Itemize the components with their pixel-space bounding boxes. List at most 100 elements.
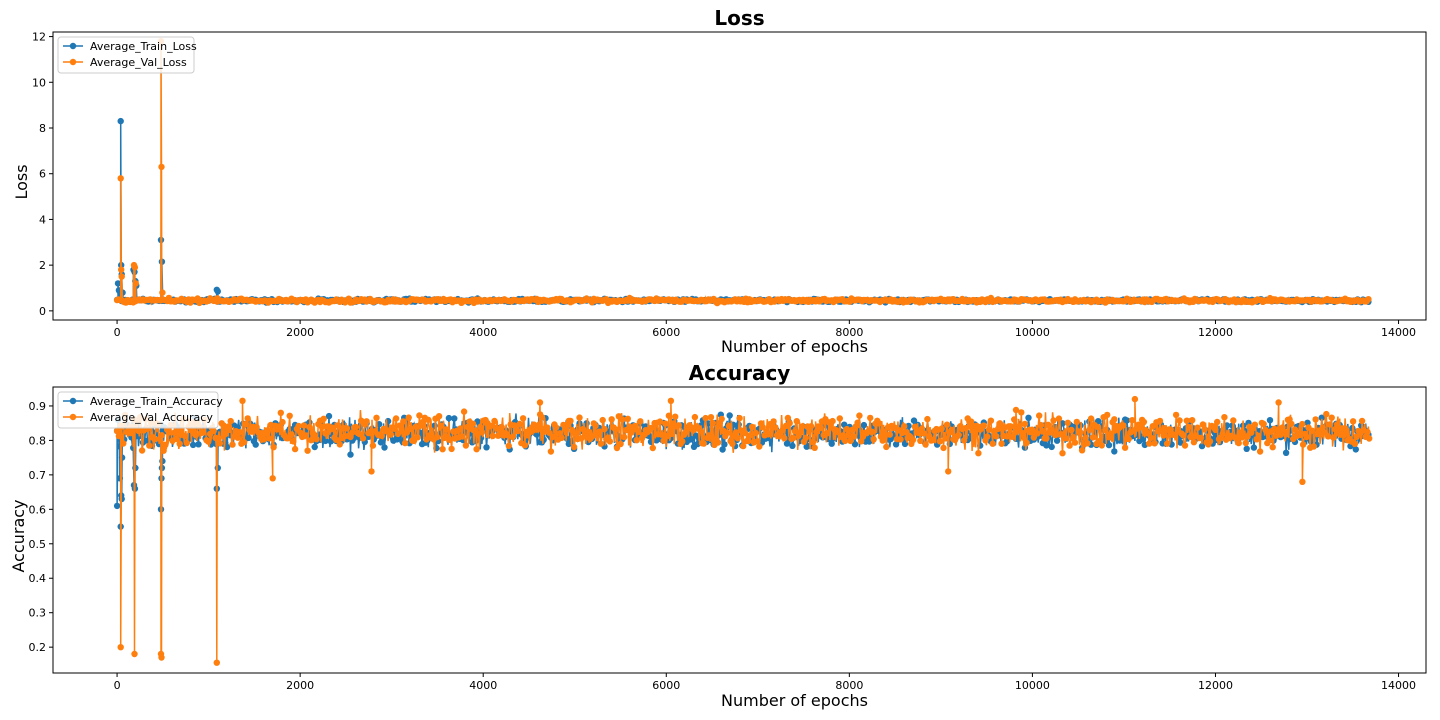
x-axis-label: Number of epochs (721, 337, 868, 356)
plot-frame (52, 31, 1427, 321)
data-point (702, 414, 709, 422)
data-point (132, 280, 139, 287)
data-point (658, 431, 665, 438)
data-point (1312, 416, 1319, 423)
data-point (306, 423, 313, 431)
data-point (349, 429, 356, 436)
data-point (799, 423, 806, 430)
data-point (867, 414, 874, 422)
data-point (1221, 414, 1228, 421)
data-point (291, 445, 299, 453)
data-point (509, 433, 516, 441)
data-point (363, 418, 370, 425)
data-point (414, 434, 421, 441)
legend-entry: Average_Train_Loss (90, 40, 197, 53)
data-point (1299, 478, 1306, 485)
data-point (1365, 296, 1372, 303)
data-point (183, 439, 190, 447)
data-point (940, 444, 947, 452)
data-point (612, 426, 619, 433)
data-point (1102, 426, 1109, 434)
data-point (789, 442, 796, 449)
data-point (924, 415, 931, 423)
data-point (234, 434, 241, 441)
data-point (656, 418, 664, 425)
data-point (536, 421, 543, 428)
data-point (227, 417, 234, 425)
data-point (322, 437, 329, 445)
data-point (1171, 431, 1178, 439)
data-point (1243, 445, 1250, 452)
data-point (1104, 411, 1111, 419)
data-point (781, 434, 788, 442)
data-point (1185, 423, 1192, 431)
data-point (223, 443, 231, 451)
data-point (596, 428, 603, 435)
data-point (1048, 443, 1055, 451)
y-tick-label: 12 (32, 31, 46, 44)
legend-swatch-marker (69, 413, 77, 421)
data-point (723, 429, 731, 437)
data-point (829, 417, 836, 425)
data-point (870, 436, 877, 443)
data-point (897, 436, 904, 443)
data-point (662, 420, 669, 427)
data-point (759, 424, 766, 431)
data-point (1139, 436, 1147, 443)
data-point (425, 416, 432, 423)
data-point (1328, 414, 1335, 421)
data-point (295, 422, 302, 430)
data-point (1043, 442, 1050, 449)
data-point (1351, 440, 1359, 447)
data-point (631, 422, 639, 430)
data-point (498, 423, 505, 431)
data-point (570, 443, 578, 451)
series-line-Average_Val_Loss (116, 41, 1370, 306)
legend: Average_Train_Accuracy Average_Val_Accura… (57, 391, 223, 429)
data-point (797, 429, 804, 436)
data-point (329, 424, 336, 431)
data-point (752, 429, 759, 437)
data-point (264, 427, 271, 434)
data-point (824, 430, 831, 437)
data-point (754, 438, 761, 445)
legend-entry: Average_Val_Loss (90, 56, 187, 69)
data-point (917, 437, 924, 444)
data-point (117, 117, 124, 125)
series-line-Average_Train_Loss (116, 121, 1370, 305)
data-point (994, 425, 1002, 433)
chart-title: Accuracy (689, 361, 791, 385)
data-point (909, 436, 917, 444)
data-point (726, 412, 733, 419)
data-point (732, 429, 740, 436)
legend-entry: Average_Train_Accuracy (90, 395, 223, 408)
data-point (741, 429, 749, 437)
data-point (747, 432, 754, 439)
x-tick-label: 2000 (286, 326, 314, 339)
data-point (1310, 443, 1318, 450)
data-point (138, 447, 146, 454)
data-point (791, 428, 799, 435)
x-tick-label: 12000 (1198, 679, 1233, 692)
data-point (592, 422, 599, 430)
data-point (998, 440, 1005, 447)
data-point (901, 423, 908, 430)
data-point (725, 422, 733, 430)
data-point (1324, 433, 1332, 440)
data-point (547, 448, 555, 455)
data-point (1077, 429, 1084, 436)
data-point (756, 443, 763, 450)
data-point (405, 414, 412, 421)
x-tick-label: 4000 (469, 679, 497, 692)
data-point (146, 442, 153, 449)
data-point (1055, 415, 1063, 422)
data-point (786, 420, 793, 427)
data-point (633, 437, 640, 444)
data-point (922, 441, 929, 448)
data-point (828, 440, 835, 447)
data-point (253, 423, 260, 431)
data-point (120, 440, 127, 447)
data-point (1341, 431, 1348, 439)
x-tick-label: 14000 (1381, 326, 1416, 339)
y-tick-label: 4 (39, 213, 46, 226)
